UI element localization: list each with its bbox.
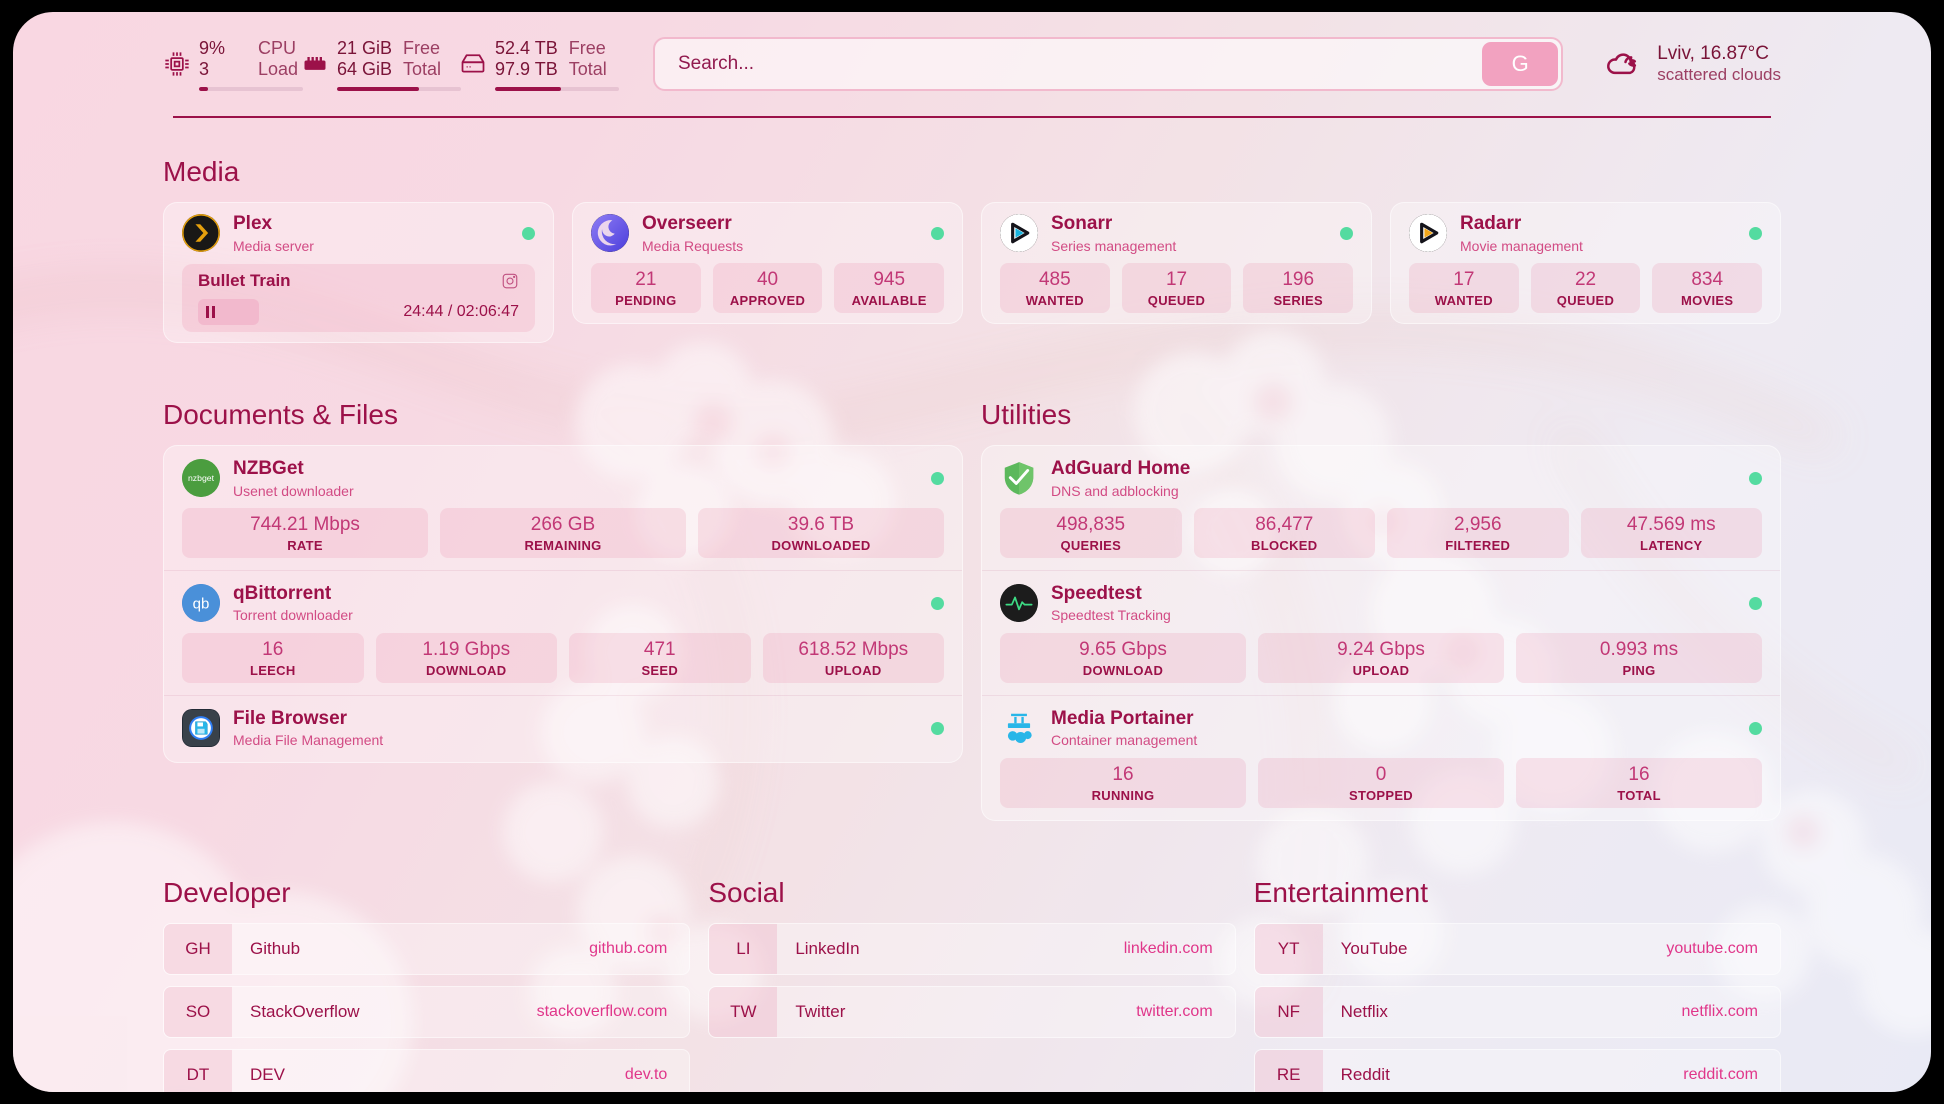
svg-text:nzbget: nzbget (188, 473, 215, 483)
svg-text:qb: qb (193, 596, 210, 613)
